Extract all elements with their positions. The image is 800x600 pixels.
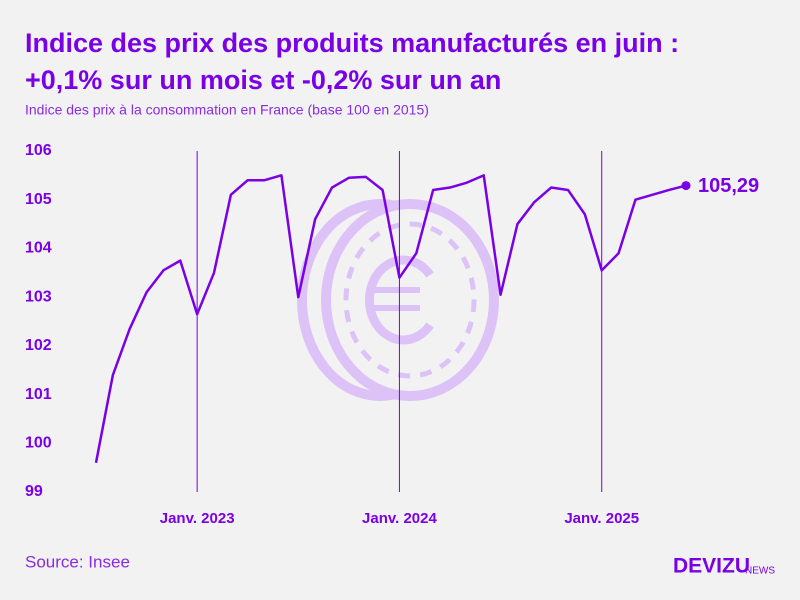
x-tick-label: Janv. 2024 [362,510,437,527]
x-tick-label: Janv. 2023 [160,510,235,527]
y-tick-label: 101 [25,386,52,403]
coin-illustration [297,199,499,401]
source: Source: Insee [25,552,130,571]
line [94,174,687,464]
y-tick-label: 99 [25,483,43,500]
y-tick-label: 102 [25,337,52,354]
y-tick-label: 104 [25,240,52,257]
y-tick-label: 103 [25,288,52,305]
chart-subtitle: Indice des prix à la consommation en Fra… [25,102,429,118]
y-tick-label: 105 [25,191,52,208]
y-tick-label: 106 [25,142,52,159]
end-point [681,181,691,191]
chart-title: +0,1% sur un mois et -0,2% sur un an [25,65,501,95]
x-tick-label: Janv. 2025 [564,510,639,527]
chart-title: Indice des prix des produits manufacturé… [25,28,679,58]
brand-suffix: NEWS [745,566,775,577]
y-tick-label: 100 [25,435,52,452]
value-label: 105,29 [698,175,759,197]
brand-name: DEVIZU [673,555,750,578]
